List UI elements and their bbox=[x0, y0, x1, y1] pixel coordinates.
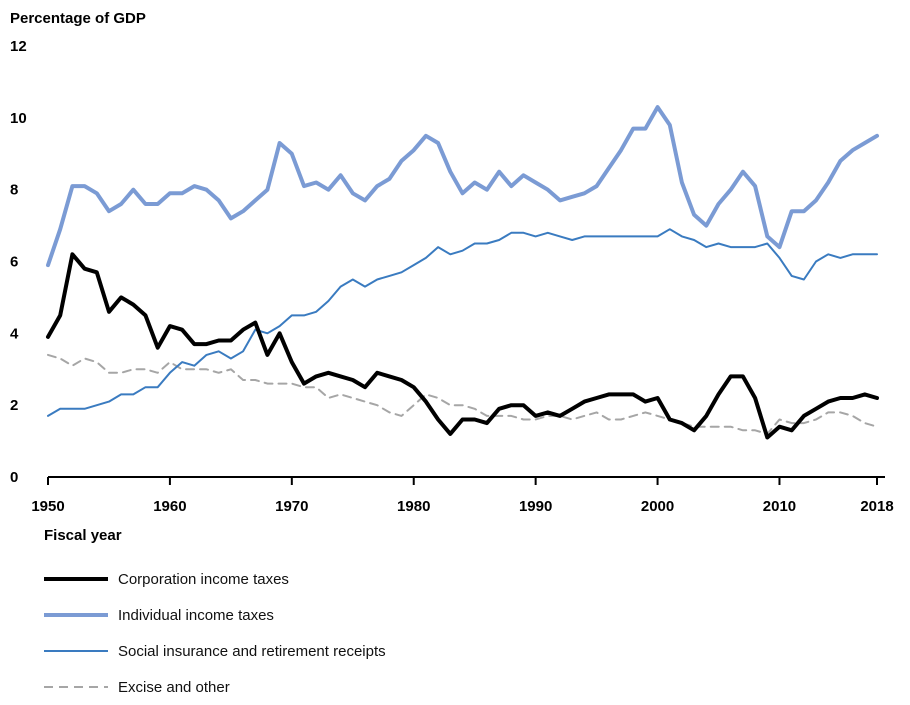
legend-item-individual: Individual income taxes bbox=[44, 597, 386, 633]
x-tick-label: 2018 bbox=[860, 498, 893, 515]
legend-swatch-excise bbox=[44, 686, 108, 688]
legend-swatch-corporation bbox=[44, 577, 108, 581]
legend-swatch-social-insurance bbox=[44, 650, 108, 652]
y-tick-label: 12 bbox=[10, 38, 27, 55]
x-tick-label: 2000 bbox=[641, 498, 674, 515]
y-tick-label: 4 bbox=[10, 325, 19, 342]
x-tick-label: 1970 bbox=[275, 498, 308, 515]
x-tick-label: 1980 bbox=[397, 498, 430, 515]
y-tick-label: 10 bbox=[10, 110, 27, 127]
legend-swatch-individual bbox=[44, 613, 108, 617]
y-tick-label: 6 bbox=[10, 254, 18, 271]
legend-item-corporation: Corporation income taxes bbox=[44, 561, 386, 597]
legend-label-social-insurance: Social insurance and retirement receipts bbox=[118, 642, 386, 660]
x-tick-label: 1950 bbox=[31, 498, 64, 515]
y-axis-title: Percentage of GDP bbox=[10, 10, 146, 27]
series-line-individual-income-taxes bbox=[46, 105, 879, 268]
series-line-social-insurance-and-retirement-receipts bbox=[47, 228, 878, 417]
legend-label-corporation: Corporation income taxes bbox=[118, 570, 289, 588]
legend: Corporation income taxes Individual inco… bbox=[44, 561, 386, 705]
legend-item-social-insurance: Social insurance and retirement receipts bbox=[44, 633, 386, 669]
legend-label-excise: Excise and other bbox=[118, 678, 230, 696]
legend-item-excise: Excise and other bbox=[44, 669, 386, 705]
y-tick-label: 8 bbox=[10, 182, 18, 199]
series-line-corporation-income-taxes bbox=[46, 252, 879, 440]
x-tick-label: 1960 bbox=[153, 498, 186, 515]
y-tick-label: 0 bbox=[10, 469, 18, 486]
x-axis-title: Fiscal year bbox=[44, 527, 122, 544]
y-tick-label: 2 bbox=[10, 397, 18, 414]
x-tick-label: 2010 bbox=[763, 498, 796, 515]
x-tick-label: 1990 bbox=[519, 498, 552, 515]
legend-label-individual: Individual income taxes bbox=[118, 606, 274, 624]
series-line-excise-and-other bbox=[47, 353, 878, 435]
